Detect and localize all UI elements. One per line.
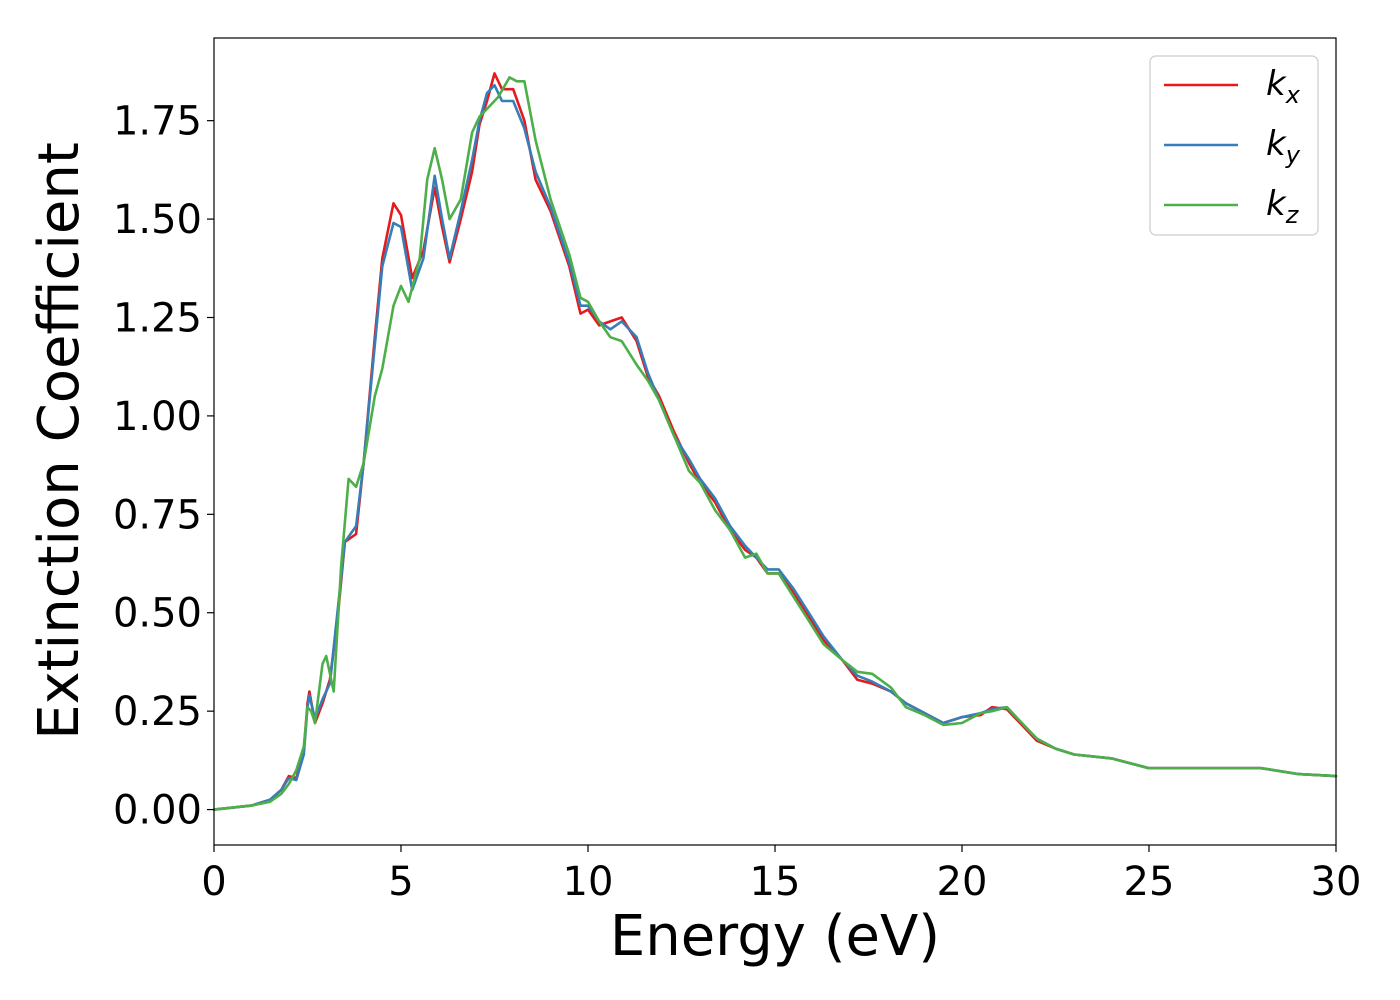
x-tick-label: 30 [1311,859,1362,905]
y-tick-label: 0.75 [113,492,202,538]
legend-label-base: k [1266,184,1287,224]
legend-label-subscript: x [1285,81,1301,109]
x-axis-ticks: 0 5 10 15 20 25 30 [201,845,1361,905]
y-axis-label: Extinction Coefficient [27,142,92,740]
y-tick-label: 1.25 [113,295,202,341]
y-tick-label: 0.50 [113,591,202,637]
legend-label-subscript: z [1285,201,1300,229]
x-tick-label: 15 [750,859,801,905]
y-tick-label: 0.25 [113,689,202,735]
y-tick-label: 0.00 [113,788,202,834]
series-layer [212,72,1338,811]
legend-label-y: ky [1266,124,1301,169]
y-tick-label: 1.00 [113,394,202,440]
legend-label-z: kz [1266,184,1300,229]
legend-label-x: kx [1266,64,1301,109]
y-axis-ticks: 0.00 0.25 0.50 0.75 1.00 1.25 1.50 1.75 [113,99,214,834]
x-axis-label: Energy (eV) [610,904,940,969]
x-tick-label: 0 [201,859,226,905]
legend-label-subscript: y [1285,141,1301,169]
y-tick-label: 1.75 [113,99,202,145]
x-tick-label: 25 [1124,859,1175,905]
x-tick-label: 20 [937,859,988,905]
x-tick-label: 5 [388,859,413,905]
legend-label-base: k [1266,124,1287,164]
legend-label-base: k [1266,64,1287,104]
series-line-z [212,76,1338,811]
y-tick-label: 1.50 [113,197,202,243]
x-tick-label: 10 [563,859,614,905]
